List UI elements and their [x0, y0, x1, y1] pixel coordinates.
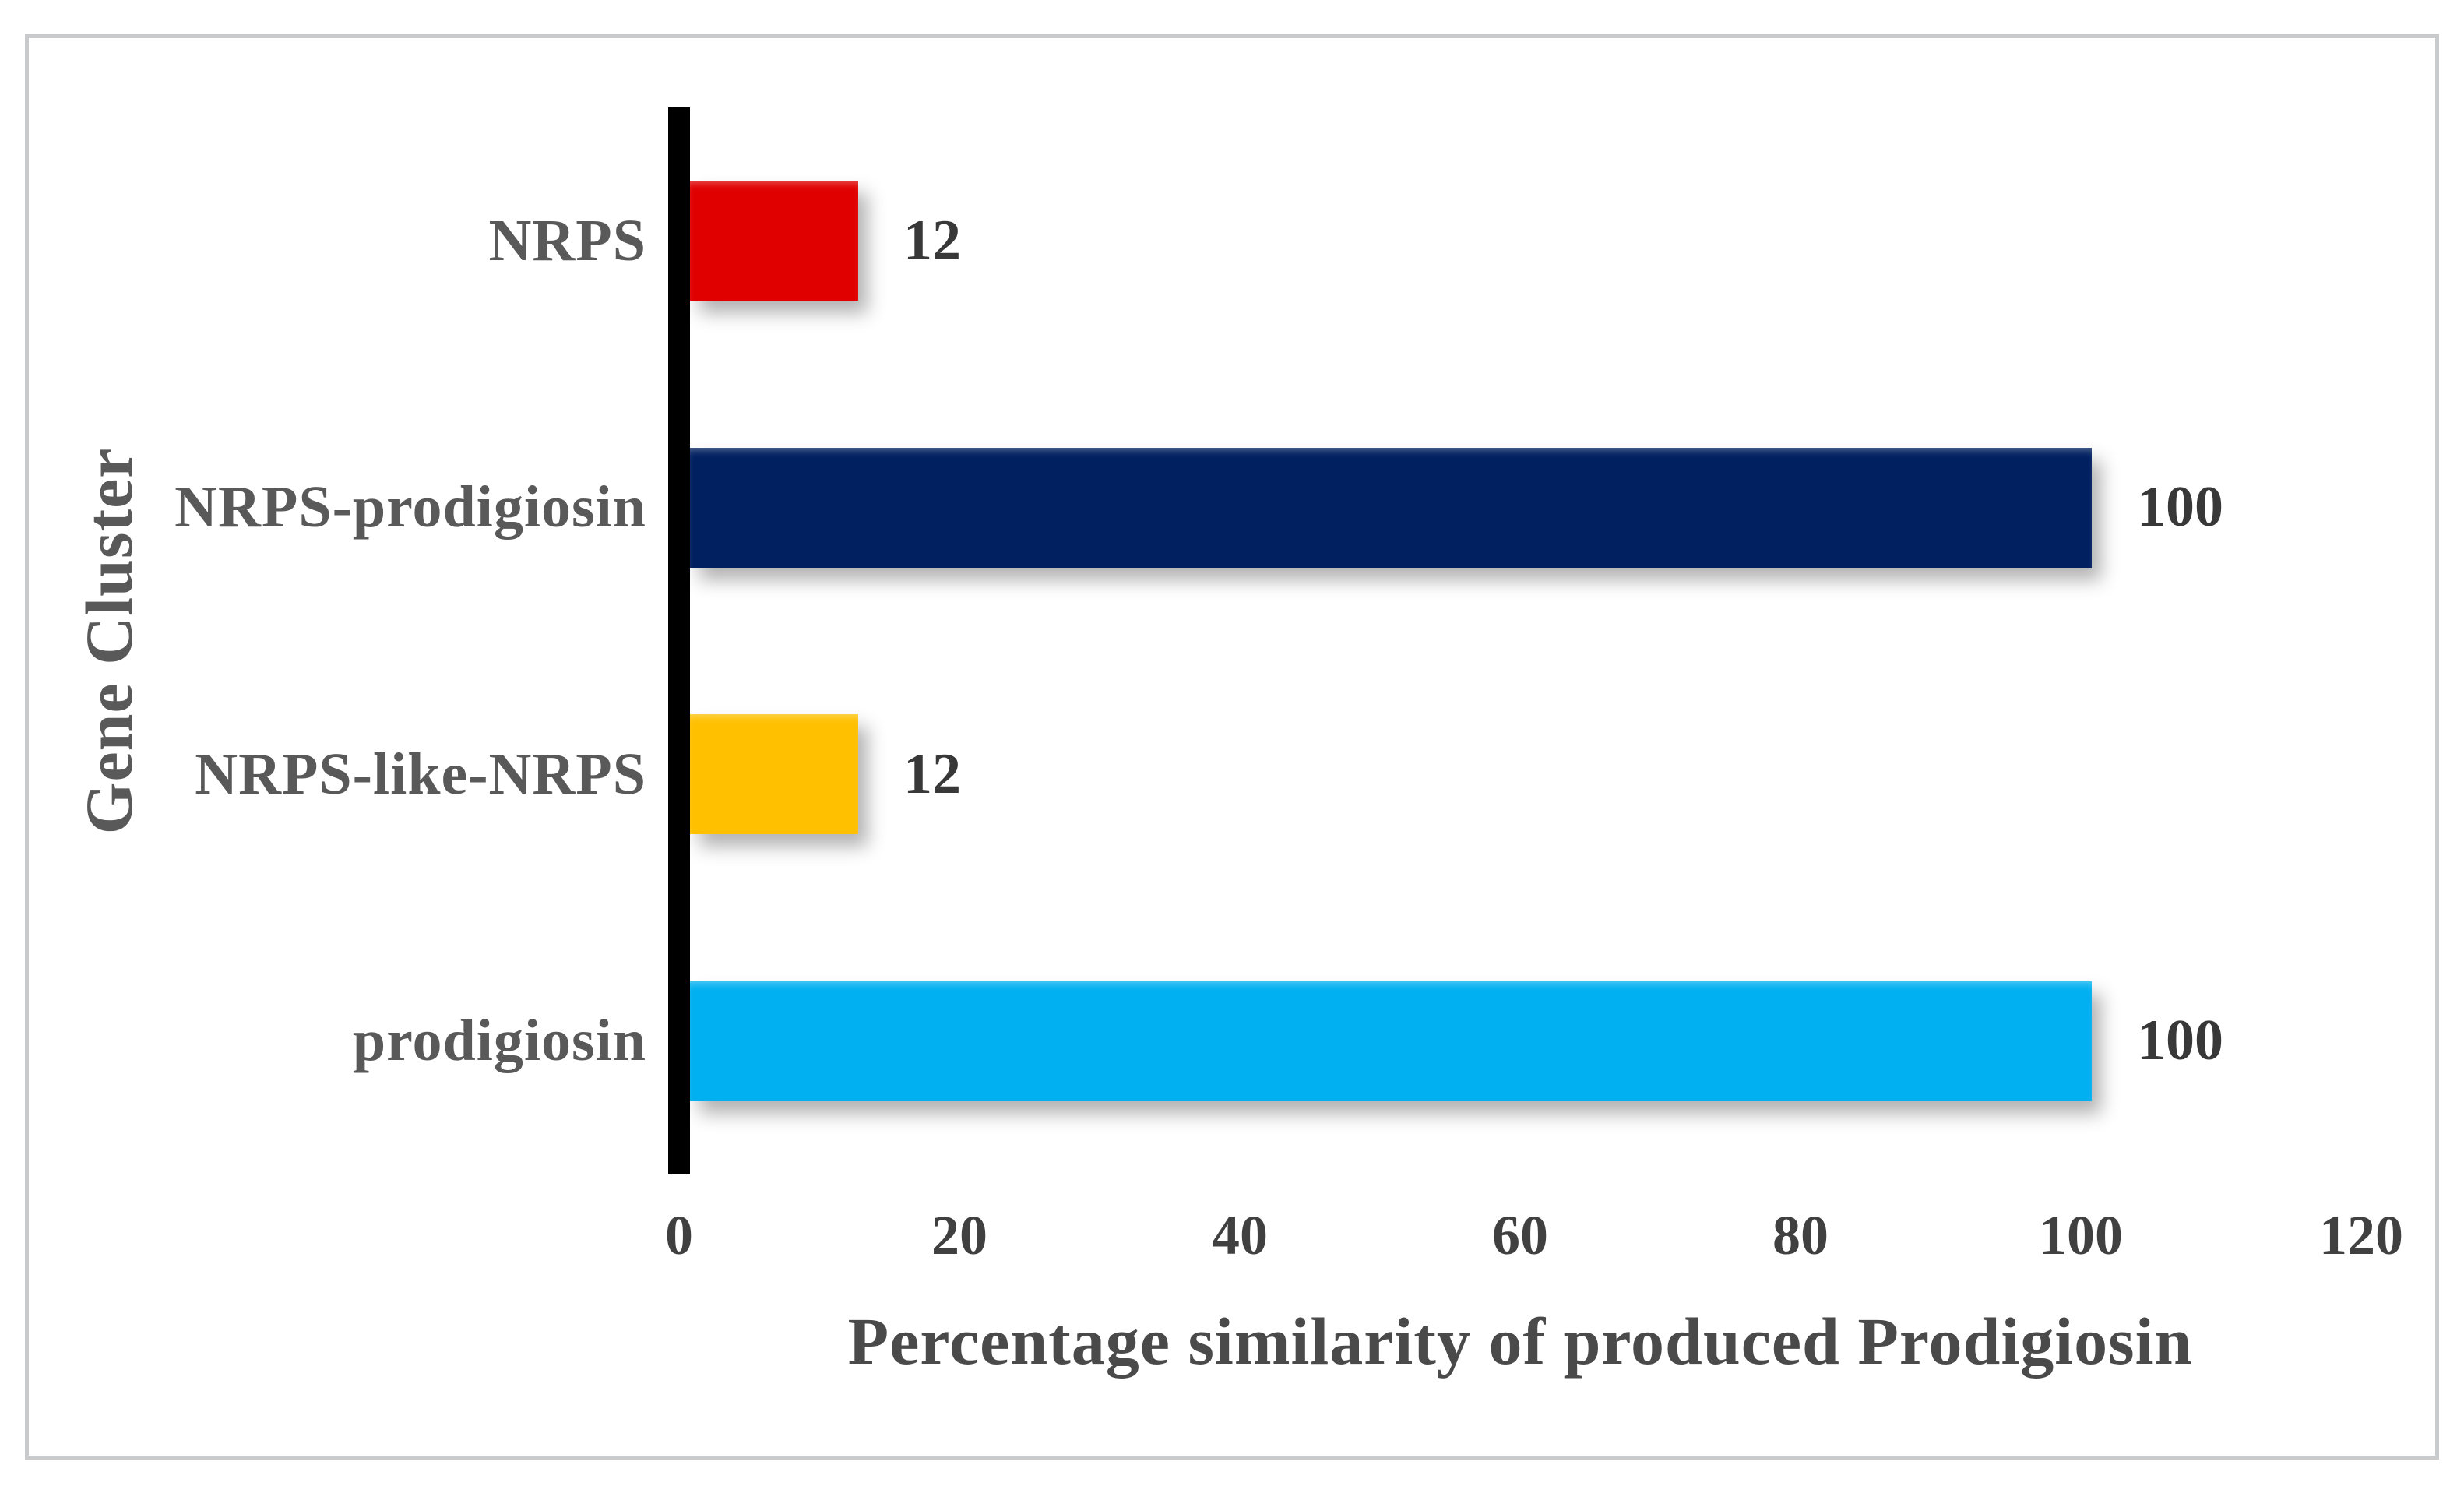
x-tick-0: 0 [665, 1204, 693, 1266]
x-axis-title: Percentage similarity of produced Prodig… [847, 1304, 2193, 1379]
x-tick-20: 20 [931, 1204, 987, 1266]
x-tick-60: 60 [1492, 1204, 1548, 1266]
category-label-nrps: NRPS [488, 207, 646, 273]
x-tick-120: 120 [2319, 1204, 2403, 1266]
category-label-prodigiosin: prodigiosin [352, 1008, 646, 1074]
value-label-nrps: 12 [903, 208, 961, 273]
category-label-nrps-prodigiosin: NRPS-prodigiosin [174, 474, 646, 541]
x-tick-40: 40 [1212, 1204, 1268, 1266]
category-label-nrps-like-nrps: NRPS-like-NRPS [195, 741, 646, 807]
value-label-nrps-prodigiosin: 100 [2137, 475, 2223, 540]
bar-nrps-prodigiosin [690, 447, 2092, 568]
bar-prodigiosin [690, 981, 2092, 1101]
figure-border [25, 34, 2439, 1460]
y-axis-line [668, 107, 690, 1174]
bar-nrps [690, 181, 858, 301]
bar-nrps-like-nrps [690, 714, 858, 835]
x-tick-80: 80 [1772, 1204, 1829, 1266]
x-tick-100: 100 [2039, 1204, 2123, 1266]
value-label-prodigiosin: 100 [2137, 1009, 2223, 1073]
value-label-nrps-like-nrps: 12 [903, 741, 961, 806]
